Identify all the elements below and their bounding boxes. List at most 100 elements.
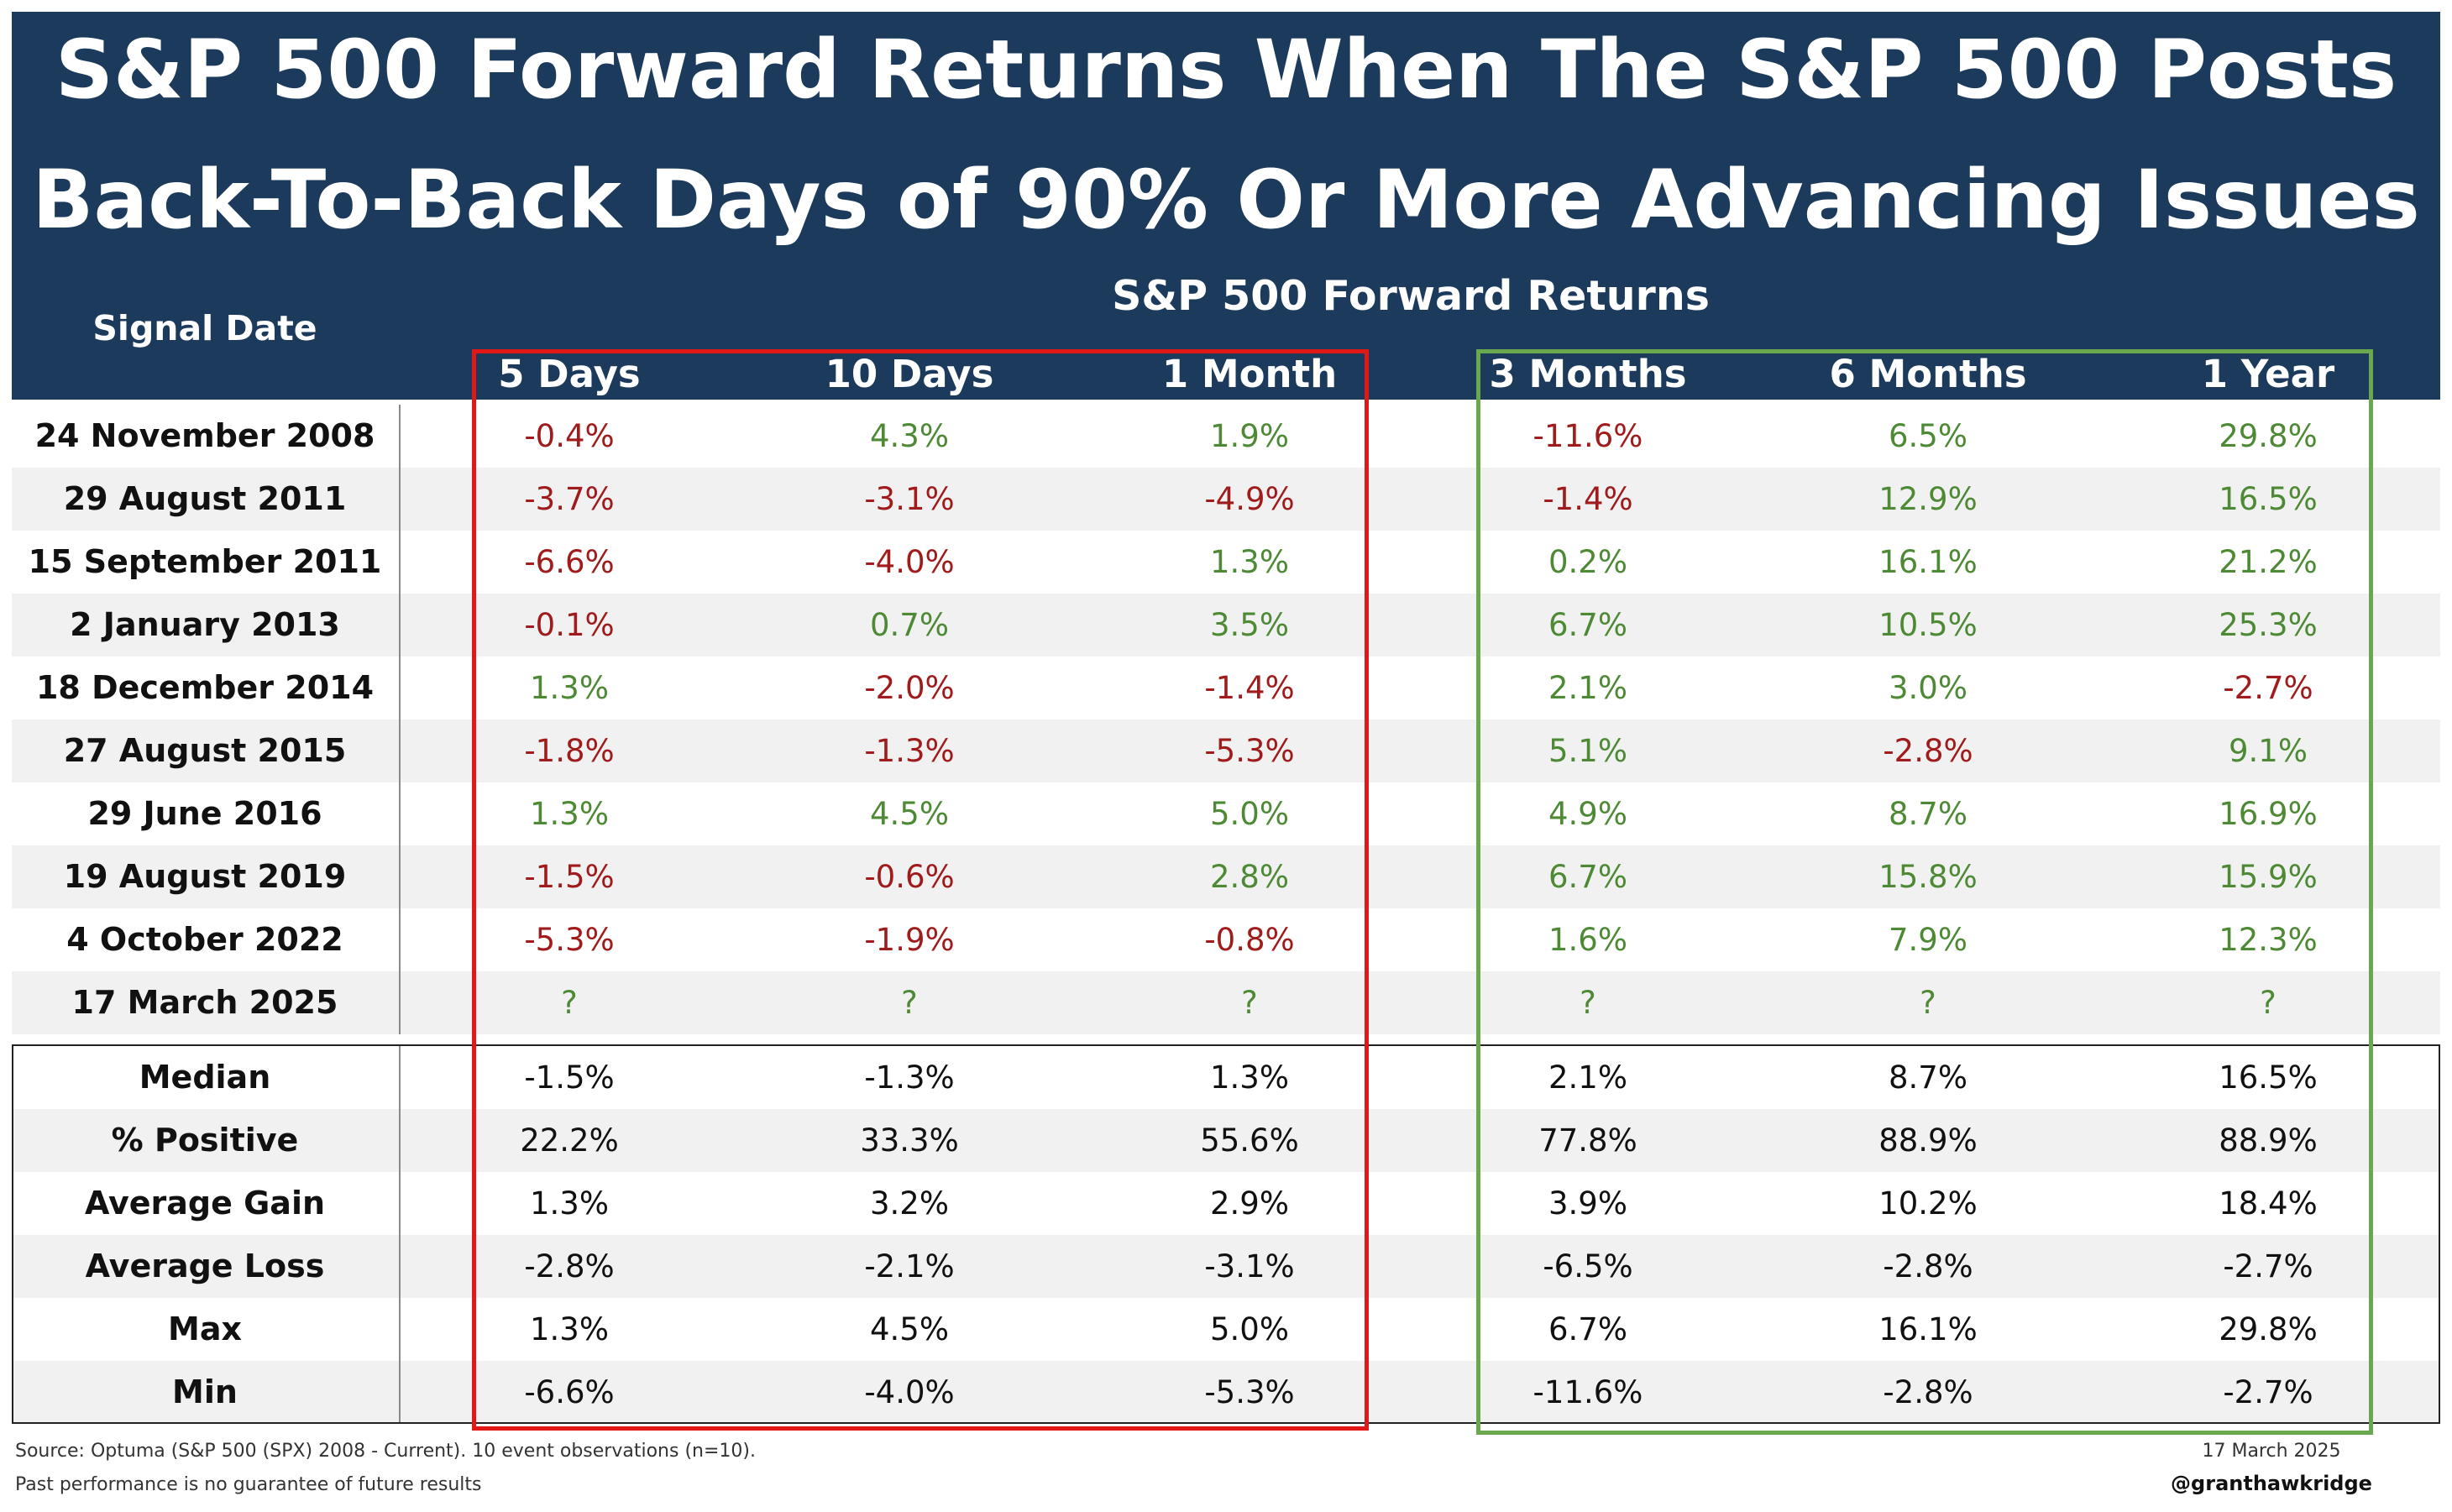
forward-returns-subheader: S&P 500 Forward Returns xyxy=(1112,272,1710,320)
return-cell: ? xyxy=(2260,985,2276,1021)
row-band xyxy=(12,468,2440,531)
long-term-highlight-box xyxy=(1476,349,2373,1435)
return-cell: -0.8% xyxy=(1204,922,1295,958)
stat-cell: 3.9% xyxy=(1548,1185,1627,1222)
stat-cell: -2.8% xyxy=(1883,1248,1973,1284)
return-cell: 1.3% xyxy=(530,796,609,832)
return-cell: 12.9% xyxy=(1878,481,1978,517)
return-cell: 4.5% xyxy=(870,796,949,832)
return-cell: 25.3% xyxy=(2219,607,2318,643)
return-cell: -0.1% xyxy=(524,607,615,643)
return-cell: -4.9% xyxy=(1204,481,1295,517)
return-cell: 16.9% xyxy=(2219,796,2318,832)
return-cell: -1.3% xyxy=(864,733,955,769)
return-cell: 4.9% xyxy=(1548,796,1627,832)
column-header: 5 Days xyxy=(498,352,641,396)
stat-cell: -6.6% xyxy=(524,1374,615,1410)
return-cell: 5.0% xyxy=(1210,796,1289,832)
return-cell: 16.5% xyxy=(2219,481,2318,517)
stat-cell: 1.3% xyxy=(530,1185,609,1222)
column-header: 1 Month xyxy=(1161,352,1338,396)
return-cell: -11.6% xyxy=(1532,418,1643,454)
stat-cell: 1.3% xyxy=(1210,1059,1289,1096)
stat-cell: 8.7% xyxy=(1889,1059,1967,1096)
return-cell: -3.7% xyxy=(524,481,615,517)
stats-row-band xyxy=(13,1109,2439,1172)
column-header: 10 Days xyxy=(825,352,994,396)
return-cell: 16.1% xyxy=(1878,544,1978,580)
return-cell: 15.9% xyxy=(2219,859,2318,895)
row-band xyxy=(12,845,2440,908)
return-cell: 9.1% xyxy=(2229,733,2308,769)
return-cell: ? xyxy=(1920,985,1936,1021)
return-cell: -1.4% xyxy=(1204,670,1295,706)
row-band xyxy=(12,719,2440,782)
stat-cell: -2.7% xyxy=(2223,1374,2313,1410)
report-date: 17 March 2025 xyxy=(2202,1441,2341,1462)
stat-cell: 2.9% xyxy=(1210,1185,1289,1222)
return-cell: 1.6% xyxy=(1548,922,1627,958)
return-cell: 1.3% xyxy=(1210,544,1289,580)
signal-date: 19 August 2019 xyxy=(63,858,347,895)
return-cell: -5.3% xyxy=(1204,733,1295,769)
signal-date: 27 August 2015 xyxy=(63,732,347,769)
stats-row-band xyxy=(13,1361,2439,1424)
date-column-divider xyxy=(399,405,401,1034)
stats-row-band xyxy=(13,1235,2439,1298)
return-cell: 6.7% xyxy=(1548,859,1627,895)
stat-cell: 2.1% xyxy=(1548,1059,1627,1096)
return-cell: -0.4% xyxy=(524,418,615,454)
return-cell: 15.8% xyxy=(1878,859,1978,895)
signal-date-header: Signal Date xyxy=(92,308,317,348)
return-cell: 3.0% xyxy=(1889,670,1967,706)
page-title-line2: Back-To-Back Days of 90% Or More Advanci… xyxy=(32,153,2420,247)
stat-cell: 88.9% xyxy=(2219,1122,2318,1159)
column-header: 6 Months xyxy=(1829,352,2027,396)
return-cell: 21.2% xyxy=(2219,544,2318,580)
return-cell: -2.8% xyxy=(1883,733,1973,769)
stat-label: Min xyxy=(172,1373,238,1410)
return-cell: -0.6% xyxy=(864,859,955,895)
return-cell: -1.4% xyxy=(1543,481,1633,517)
stats-box xyxy=(12,1044,2440,1424)
stat-cell: -1.3% xyxy=(864,1059,955,1096)
stat-label: Average Gain xyxy=(84,1185,326,1222)
return-cell: -3.1% xyxy=(864,481,955,517)
return-cell: 7.9% xyxy=(1889,922,1967,958)
return-cell: 6.7% xyxy=(1548,607,1627,643)
stat-cell: 33.3% xyxy=(860,1122,959,1159)
page-title-line1: S&P 500 Forward Returns When The S&P 500… xyxy=(55,23,2397,117)
row-band xyxy=(12,594,2440,657)
stat-cell: 3.2% xyxy=(870,1185,949,1222)
return-cell: ? xyxy=(1580,985,1596,1021)
column-header: 3 Months xyxy=(1489,352,1687,396)
stat-cell: 16.5% xyxy=(2219,1059,2318,1096)
return-cell: 5.1% xyxy=(1548,733,1627,769)
short-term-highlight-box xyxy=(472,349,1369,1431)
stat-label: Average Loss xyxy=(85,1248,325,1284)
stat-cell: 29.8% xyxy=(2219,1311,2318,1347)
return-cell: 2.8% xyxy=(1210,859,1289,895)
signal-date: 18 December 2014 xyxy=(35,669,375,706)
return-cell: 10.5% xyxy=(1878,607,1978,643)
return-cell: 12.3% xyxy=(2219,922,2318,958)
stat-cell: -11.6% xyxy=(1532,1374,1643,1410)
return-cell: 0.2% xyxy=(1548,544,1627,580)
stat-cell: -2.8% xyxy=(524,1248,615,1284)
stat-cell: 55.6% xyxy=(1200,1122,1299,1159)
return-cell: ? xyxy=(901,985,918,1021)
stat-cell: -4.0% xyxy=(864,1374,955,1410)
return-cell: -2.0% xyxy=(864,670,955,706)
stat-cell: 18.4% xyxy=(2219,1185,2318,1222)
return-cell: 3.5% xyxy=(1210,607,1289,643)
stat-cell: -3.1% xyxy=(1204,1248,1295,1284)
stat-cell: -1.5% xyxy=(524,1059,615,1096)
column-header: 1 Year xyxy=(2201,352,2335,396)
disclaimer: Past performance is no guarantee of futu… xyxy=(15,1474,482,1495)
signal-date: 24 November 2008 xyxy=(34,417,375,454)
stat-cell: 6.7% xyxy=(1548,1311,1627,1347)
stats-column-divider xyxy=(399,1046,401,1424)
return-cell: 8.7% xyxy=(1889,796,1967,832)
stat-cell: -2.8% xyxy=(1883,1374,1973,1410)
stat-label: Median xyxy=(139,1059,271,1096)
